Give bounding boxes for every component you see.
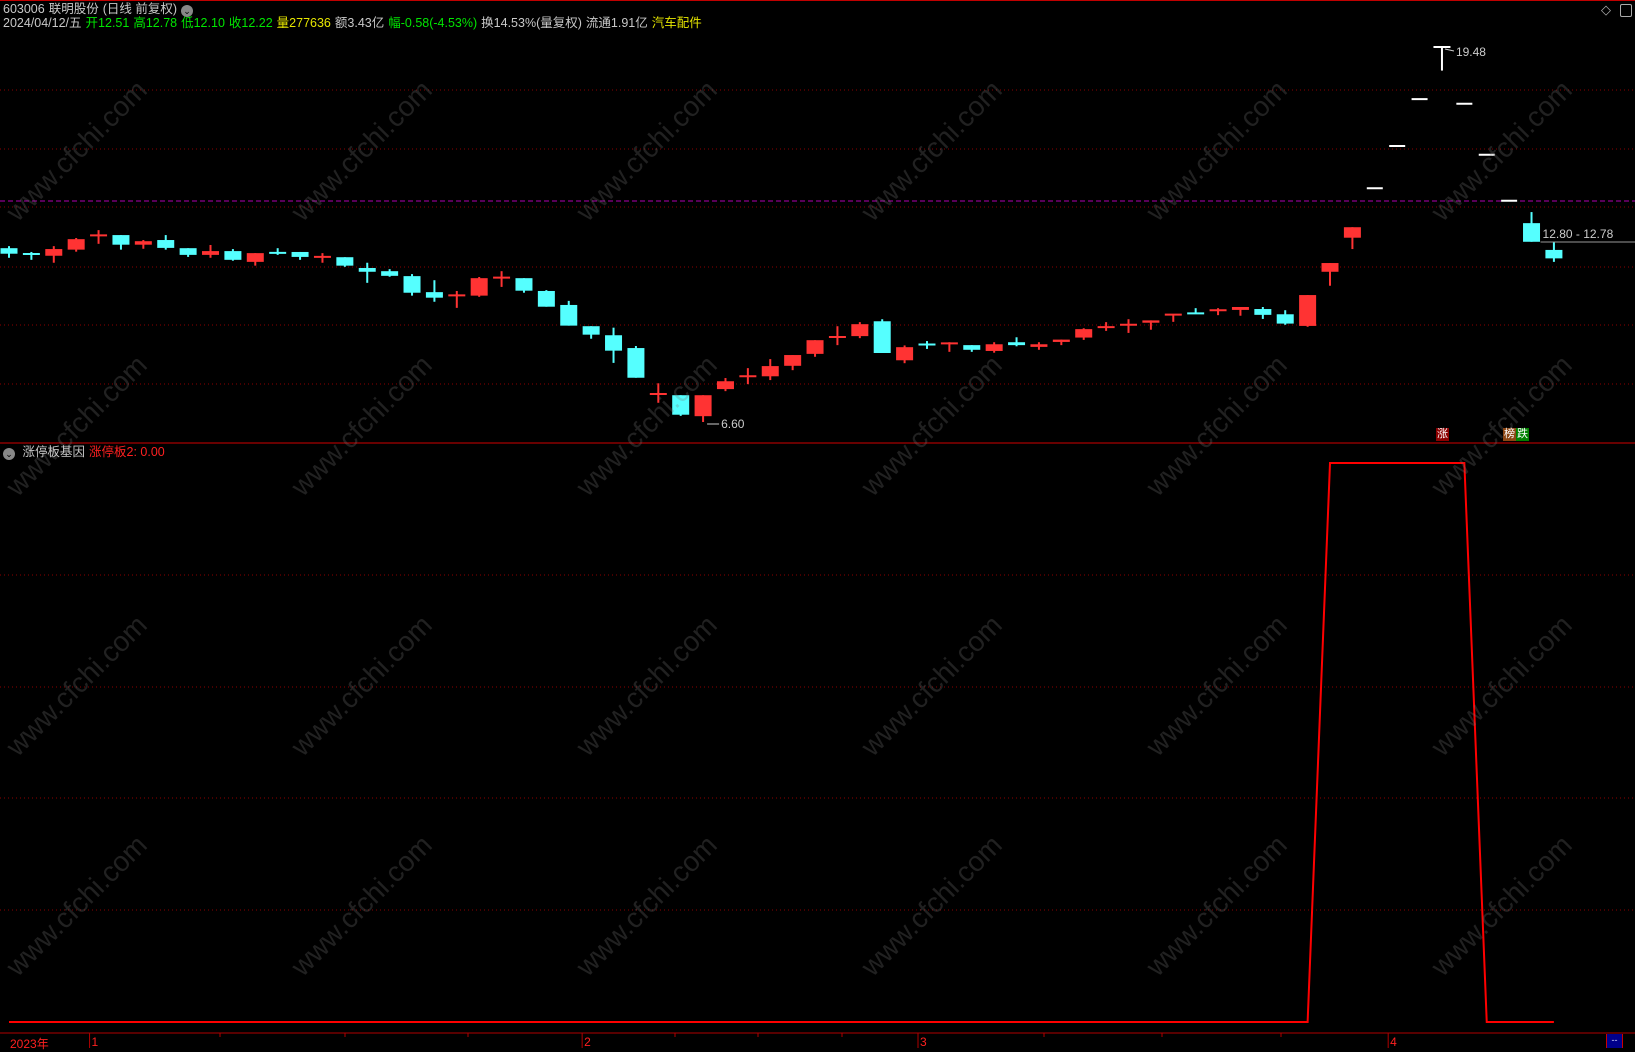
quote-turnover: 换14.53%(量复权) <box>481 16 582 30</box>
min-price-label: 6.60 <box>721 417 745 431</box>
candle-body <box>67 239 85 250</box>
candle-body <box>1545 249 1563 259</box>
candle-body <box>582 326 600 335</box>
candle-body <box>134 241 152 245</box>
candle-body <box>806 340 824 354</box>
quote-close: 收12.22 <box>228 16 273 30</box>
candle-body <box>358 267 376 272</box>
candle-body <box>1276 314 1294 324</box>
candle-body <box>202 251 220 255</box>
candle-body <box>1142 320 1160 323</box>
candle-body <box>112 235 130 245</box>
candle-body <box>1523 223 1541 242</box>
max-price-label: 19.48 <box>1456 45 1486 59</box>
quote-low: 低12.10 <box>181 16 225 30</box>
quote-amount: 额3.43亿 <box>334 16 385 30</box>
max-price-arrow <box>1444 48 1455 52</box>
candle-body <box>1075 329 1093 338</box>
quote-bar: 2024/04/12/五 开12.51 高12.78 低12.10 收12.22 量277… <box>3 16 706 31</box>
quote-open: 开12.51 <box>85 16 130 30</box>
candle-body <box>224 251 242 260</box>
candle-body <box>784 355 802 366</box>
candle-body <box>1343 227 1361 238</box>
chevron-down-icon[interactable]: ⌄ <box>181 5 194 17</box>
quote-date: 2024/04/12/五 <box>3 16 82 30</box>
quote-high: 高12.78 <box>133 16 178 30</box>
candle-body <box>985 344 1003 351</box>
candle-body <box>1321 263 1339 272</box>
x-axis-label: 4 <box>1390 1035 1397 1049</box>
candle-body <box>1008 342 1026 346</box>
candle-body <box>291 251 309 257</box>
candle-body <box>694 395 712 417</box>
candle-body <box>336 257 354 266</box>
quote-volume: 量277636 <box>276 16 331 30</box>
candle-body <box>0 248 18 254</box>
candle-body <box>560 304 578 326</box>
candle-body <box>381 271 399 276</box>
top-border <box>0 0 1635 1</box>
stock-title-bar: 603006 联明股份 (日线 前复权) ⌄ <box>3 2 197 17</box>
indicator-title-bar: ⌄ 涨停板基因 涨停板2: 0.00 <box>3 445 169 460</box>
candle-body <box>1254 309 1272 315</box>
quote-float: 流通1.91亿 <box>585 16 648 30</box>
candle-body <box>963 345 981 350</box>
candle-body <box>246 253 264 262</box>
panel-toggle-icon[interactable] <box>1620 4 1632 17</box>
candle-body <box>873 321 891 353</box>
candle-body <box>425 292 443 298</box>
diamond-icon[interactable]: ◇ <box>1601 2 1611 17</box>
candle-body <box>45 249 63 256</box>
candle-body <box>672 395 690 415</box>
current-price-label: 12.80 - 12.78 <box>1543 227 1614 241</box>
candle-body <box>537 290 555 307</box>
candle-body <box>470 278 488 296</box>
chart-mode: (日线 前复权) <box>102 2 178 16</box>
candle-body <box>1030 344 1048 347</box>
candle-body <box>515 278 533 291</box>
candle-body <box>761 366 779 377</box>
candle-body <box>896 347 914 361</box>
limit-up-badge[interactable]: 涨 <box>1436 428 1449 441</box>
stock-code: 603006 <box>3 2 45 16</box>
x-axis-label: 2023年 <box>10 1037 49 1051</box>
candle-body <box>1052 339 1070 342</box>
limit-down-badge[interactable]: 跌 <box>1516 428 1529 441</box>
candle-body <box>1231 306 1249 310</box>
chevron-down-icon[interactable]: ⌄ <box>3 448 15 460</box>
indicator-line <box>9 462 1554 1023</box>
candle-body <box>179 248 197 255</box>
ranking-badge[interactable]: 榜 <box>1503 428 1516 441</box>
candle-body <box>627 348 645 378</box>
candle-body <box>1299 295 1317 326</box>
candle-body <box>605 335 623 351</box>
candle-body <box>403 276 421 293</box>
indicator-value: 涨停板2: 0.00 <box>89 445 165 459</box>
quote-change: 幅-0.58(-4.53%) <box>388 16 478 30</box>
x-axis-label: 3 <box>919 1035 927 1049</box>
quote-sector[interactable]: 汽车配件 <box>651 16 702 30</box>
x-axis-label: 1 <box>91 1035 99 1049</box>
candle-body <box>851 324 869 337</box>
candle-body <box>157 240 175 248</box>
x-axis-label: 2 <box>584 1035 591 1049</box>
stock-name: 联明股份 <box>48 2 99 16</box>
corner-button[interactable]: -- <box>1606 1034 1623 1048</box>
indicator-title: 涨停板基因 <box>22 445 85 459</box>
candle-body <box>716 381 734 390</box>
